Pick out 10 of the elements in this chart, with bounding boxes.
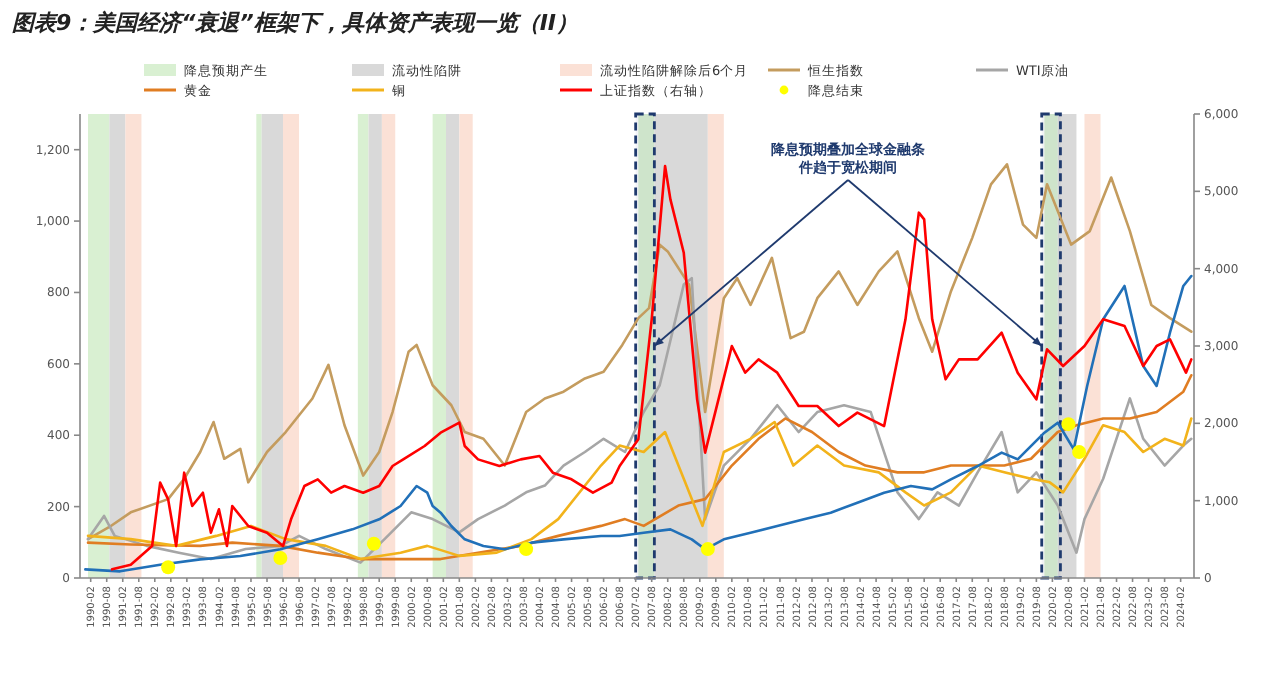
point — [700, 542, 715, 557]
point — [1072, 445, 1087, 460]
line-series — [86, 417, 1193, 561]
point — [366, 536, 381, 551]
point — [519, 542, 534, 557]
point — [161, 560, 176, 575]
chart-title: 图表9：美国经济“衰退”框架下，具体资产表现一览（II） — [12, 10, 579, 36]
point — [1061, 417, 1076, 432]
point — [273, 551, 288, 566]
line-series — [86, 373, 1193, 561]
